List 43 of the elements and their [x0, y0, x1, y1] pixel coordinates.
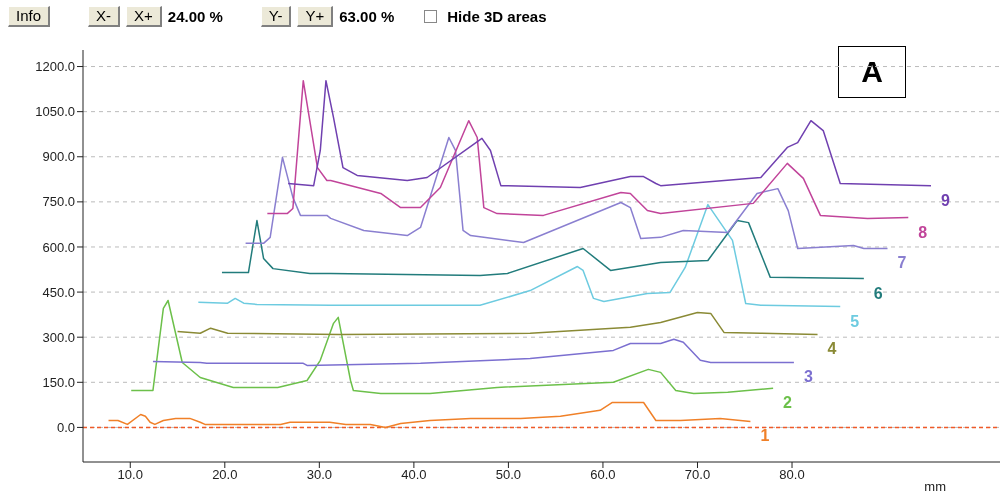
series-label: 3: [803, 368, 813, 386]
button[interactable]: Y-: [260, 6, 292, 27]
y-tick-label: 300.0: [42, 329, 75, 345]
line-series: [197, 203, 841, 308]
x-axis-title: mm: [924, 479, 946, 494]
y-tick-label: 0.0: [56, 420, 75, 436]
y-tick-label: 900.0: [42, 149, 75, 165]
y-tick-label: 150.0: [42, 374, 75, 390]
x-tick-label: 30.0: [306, 467, 332, 483]
series-label: 8: [918, 223, 928, 241]
y-tick-label: 450.0: [42, 284, 75, 300]
x-tick-label: 10.0: [117, 467, 143, 483]
button[interactable]: Y+: [297, 6, 334, 27]
series-label: 6: [873, 284, 883, 302]
annotation: A: [838, 46, 906, 98]
series-label: 7: [897, 254, 907, 272]
x-tick-label: 70.0: [684, 467, 711, 483]
button[interactable]: X-: [88, 6, 121, 27]
y-tick-label: 600.0: [42, 239, 75, 255]
series-label: 2: [783, 394, 793, 412]
line-series: [244, 136, 889, 250]
x-tick-label: 50.0: [495, 467, 522, 483]
y-tick-label: 1200.0: [35, 59, 75, 75]
text: Hide 3D areas: [447, 8, 547, 25]
line-series: [107, 401, 752, 429]
line-series: [152, 338, 795, 367]
line-series: [130, 299, 774, 395]
series-label: 9: [940, 191, 950, 209]
x-tick-label: 20.0: [212, 467, 238, 483]
text: 24.00 %: [167, 8, 223, 25]
text: 63.00 %: [339, 8, 395, 25]
x-tick-label: 60.0: [590, 467, 616, 483]
y-tick-label: 1050.0: [35, 104, 75, 120]
series-label: 4: [827, 340, 837, 358]
y-tick-label: 750.0: [42, 194, 75, 210]
series-label: 1: [760, 427, 770, 445]
x-tick-label: 80.0: [779, 467, 805, 483]
button[interactable]: X+: [126, 6, 162, 27]
series-label: 5: [850, 312, 860, 330]
x-tick-label: 40.0: [401, 467, 427, 483]
button[interactable]: Info: [8, 6, 51, 27]
line-series: [176, 311, 819, 336]
line-series: [221, 219, 865, 280]
